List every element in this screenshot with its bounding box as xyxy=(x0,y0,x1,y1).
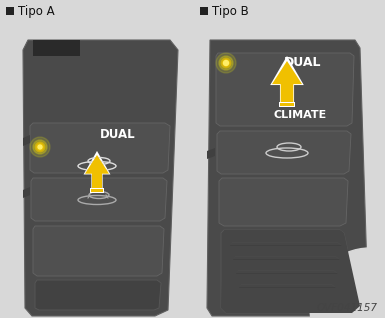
Circle shape xyxy=(33,140,47,154)
Circle shape xyxy=(35,142,45,152)
Circle shape xyxy=(37,143,44,150)
Circle shape xyxy=(38,145,42,149)
Polygon shape xyxy=(221,230,360,313)
Polygon shape xyxy=(233,257,340,259)
Circle shape xyxy=(216,53,236,73)
Polygon shape xyxy=(230,243,342,246)
Circle shape xyxy=(221,58,231,68)
Polygon shape xyxy=(221,230,360,313)
Polygon shape xyxy=(239,285,336,288)
Polygon shape xyxy=(23,187,30,198)
Polygon shape xyxy=(23,40,178,316)
Bar xyxy=(0,0,192,318)
Polygon shape xyxy=(33,226,164,276)
Polygon shape xyxy=(219,178,348,226)
Polygon shape xyxy=(217,131,351,174)
Polygon shape xyxy=(207,40,368,316)
Bar xyxy=(92,189,102,192)
Bar xyxy=(90,188,104,193)
Polygon shape xyxy=(31,178,167,221)
Text: OVF041157: OVF041157 xyxy=(317,303,378,313)
Polygon shape xyxy=(84,151,110,191)
Polygon shape xyxy=(30,123,170,173)
Circle shape xyxy=(219,56,233,70)
Polygon shape xyxy=(270,56,304,105)
Polygon shape xyxy=(272,61,302,103)
Polygon shape xyxy=(35,280,161,310)
Bar xyxy=(192,0,385,318)
Circle shape xyxy=(30,137,50,157)
Polygon shape xyxy=(236,271,338,274)
Bar xyxy=(6,7,14,15)
Polygon shape xyxy=(23,135,30,146)
Text: Tipo A: Tipo A xyxy=(18,4,55,17)
Bar xyxy=(280,103,294,106)
Polygon shape xyxy=(207,148,215,159)
Text: CLIMATE: CLIMATE xyxy=(273,110,326,120)
Bar xyxy=(200,7,208,15)
Circle shape xyxy=(223,59,229,66)
Circle shape xyxy=(310,248,385,318)
Bar xyxy=(279,102,295,107)
Polygon shape xyxy=(216,53,354,126)
Polygon shape xyxy=(85,155,109,189)
Polygon shape xyxy=(233,257,340,260)
Polygon shape xyxy=(239,285,336,287)
Text: DUAL: DUAL xyxy=(284,56,322,68)
Polygon shape xyxy=(33,40,80,56)
Text: DUAL: DUAL xyxy=(100,128,136,142)
Polygon shape xyxy=(230,243,342,245)
Polygon shape xyxy=(236,271,338,273)
Circle shape xyxy=(224,60,229,66)
Text: Tipo B: Tipo B xyxy=(212,4,249,17)
